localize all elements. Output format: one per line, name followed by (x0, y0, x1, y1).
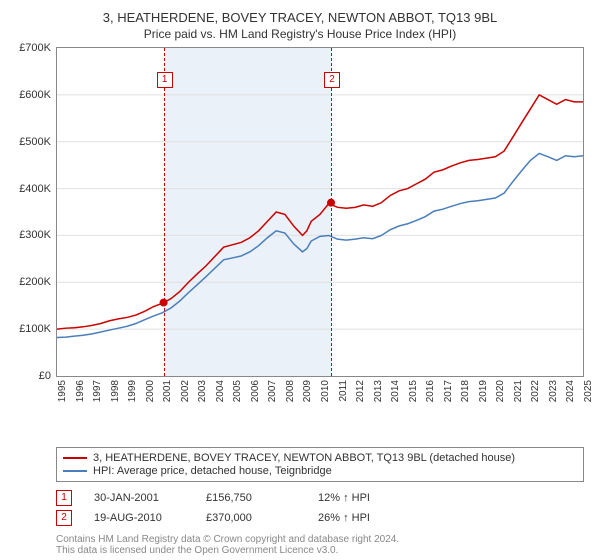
chart-subtitle: Price paid vs. HM Land Registry's House … (12, 27, 588, 41)
x-tick-label: 2012 (355, 380, 366, 402)
transaction-marker: 1 (56, 490, 72, 506)
legend-label: HPI: Average price, detached house, Teig… (93, 465, 332, 477)
x-tick-label: 1997 (92, 380, 103, 402)
x-tick-label: 2004 (215, 380, 226, 402)
x-tick-label: 2015 (408, 380, 419, 402)
legend-item: HPI: Average price, detached house, Teig… (63, 465, 577, 477)
chart-title: 3, HEATHERDENE, BOVEY TRACEY, NEWTON ABB… (12, 10, 588, 25)
chart-area: £0£100K£200K£300K£400K£500K£600K£700K199… (56, 47, 584, 407)
x-tick-label: 2019 (478, 380, 489, 402)
series-hpi (57, 153, 583, 337)
plot-region: £0£100K£200K£300K£400K£500K£600K£700K199… (56, 47, 584, 377)
transaction-delta: 26% ↑ HPI (318, 512, 408, 524)
transaction-vline (331, 48, 332, 376)
transaction-marker: 1 (157, 72, 173, 88)
attribution-line-2: This data is licensed under the Open Gov… (56, 545, 588, 556)
x-tick-label: 1998 (110, 380, 121, 402)
legend-label: 3, HEATHERDENE, BOVEY TRACEY, NEWTON ABB… (93, 452, 515, 464)
attribution: Contains HM Land Registry data © Crown c… (56, 534, 588, 556)
legend-item: 3, HEATHERDENE, BOVEY TRACEY, NEWTON ABB… (63, 452, 577, 464)
transaction-price: £156,750 (206, 492, 296, 504)
x-tick-label: 2007 (267, 380, 278, 402)
transaction-date: 30-JAN-2001 (94, 492, 184, 504)
x-tick-label: 2014 (390, 380, 401, 402)
x-tick-label: 2018 (460, 380, 471, 402)
y-tick-label: £100K (19, 323, 51, 335)
transaction-marker: 2 (324, 72, 340, 88)
series-property (57, 95, 583, 329)
y-tick-label: £600K (19, 89, 51, 101)
x-tick-label: 2002 (180, 380, 191, 402)
x-tick-label: 2009 (302, 380, 313, 402)
transaction-vline (164, 48, 165, 376)
x-tick-label: 2010 (320, 380, 331, 402)
x-tick-label: 2008 (285, 380, 296, 402)
y-tick-label: £200K (19, 276, 51, 288)
x-tick-label: 1996 (75, 380, 86, 402)
transaction-table: 1 30-JAN-2001 £156,750 12% ↑ HPI 2 19-AUG-201… (56, 490, 588, 526)
x-tick-label: 1999 (127, 380, 138, 402)
legend-swatch (63, 470, 87, 472)
y-tick-label: £300K (19, 229, 51, 241)
x-tick-label: 1995 (57, 380, 68, 402)
attribution-line-1: Contains HM Land Registry data © Crown c… (56, 534, 588, 545)
transaction-row: 2 19-AUG-2010 £370,000 26% ↑ HPI (56, 510, 588, 526)
x-tick-label: 2001 (162, 380, 173, 402)
x-tick-label: 2020 (495, 380, 506, 402)
x-tick-label: 2022 (530, 380, 541, 402)
x-tick-label: 2000 (145, 380, 156, 402)
x-tick-label: 2023 (548, 380, 559, 402)
y-tick-label: £700K (19, 42, 51, 54)
transaction-row: 1 30-JAN-2001 £156,750 12% ↑ HPI (56, 490, 588, 506)
x-tick-label: 2011 (338, 380, 349, 402)
y-tick-label: £500K (19, 136, 51, 148)
legend-swatch (63, 457, 87, 459)
x-tick-label: 2024 (565, 380, 576, 402)
y-tick-label: £400K (19, 183, 51, 195)
x-tick-label: 2005 (232, 380, 243, 402)
y-tick-label: £0 (39, 370, 51, 382)
legend: 3, HEATHERDENE, BOVEY TRACEY, NEWTON ABB… (56, 447, 584, 482)
x-tick-label: 2003 (197, 380, 208, 402)
x-tick-label: 2021 (513, 380, 524, 402)
transaction-price: £370,000 (206, 512, 296, 524)
x-tick-label: 2006 (250, 380, 261, 402)
transaction-delta: 12% ↑ HPI (318, 492, 408, 504)
transaction-marker: 2 (56, 510, 72, 526)
x-tick-label: 2017 (443, 380, 454, 402)
x-tick-label: 2016 (425, 380, 436, 402)
x-tick-label: 2013 (373, 380, 384, 402)
transaction-date: 19-AUG-2010 (94, 512, 184, 524)
x-tick-label: 2025 (583, 380, 594, 402)
